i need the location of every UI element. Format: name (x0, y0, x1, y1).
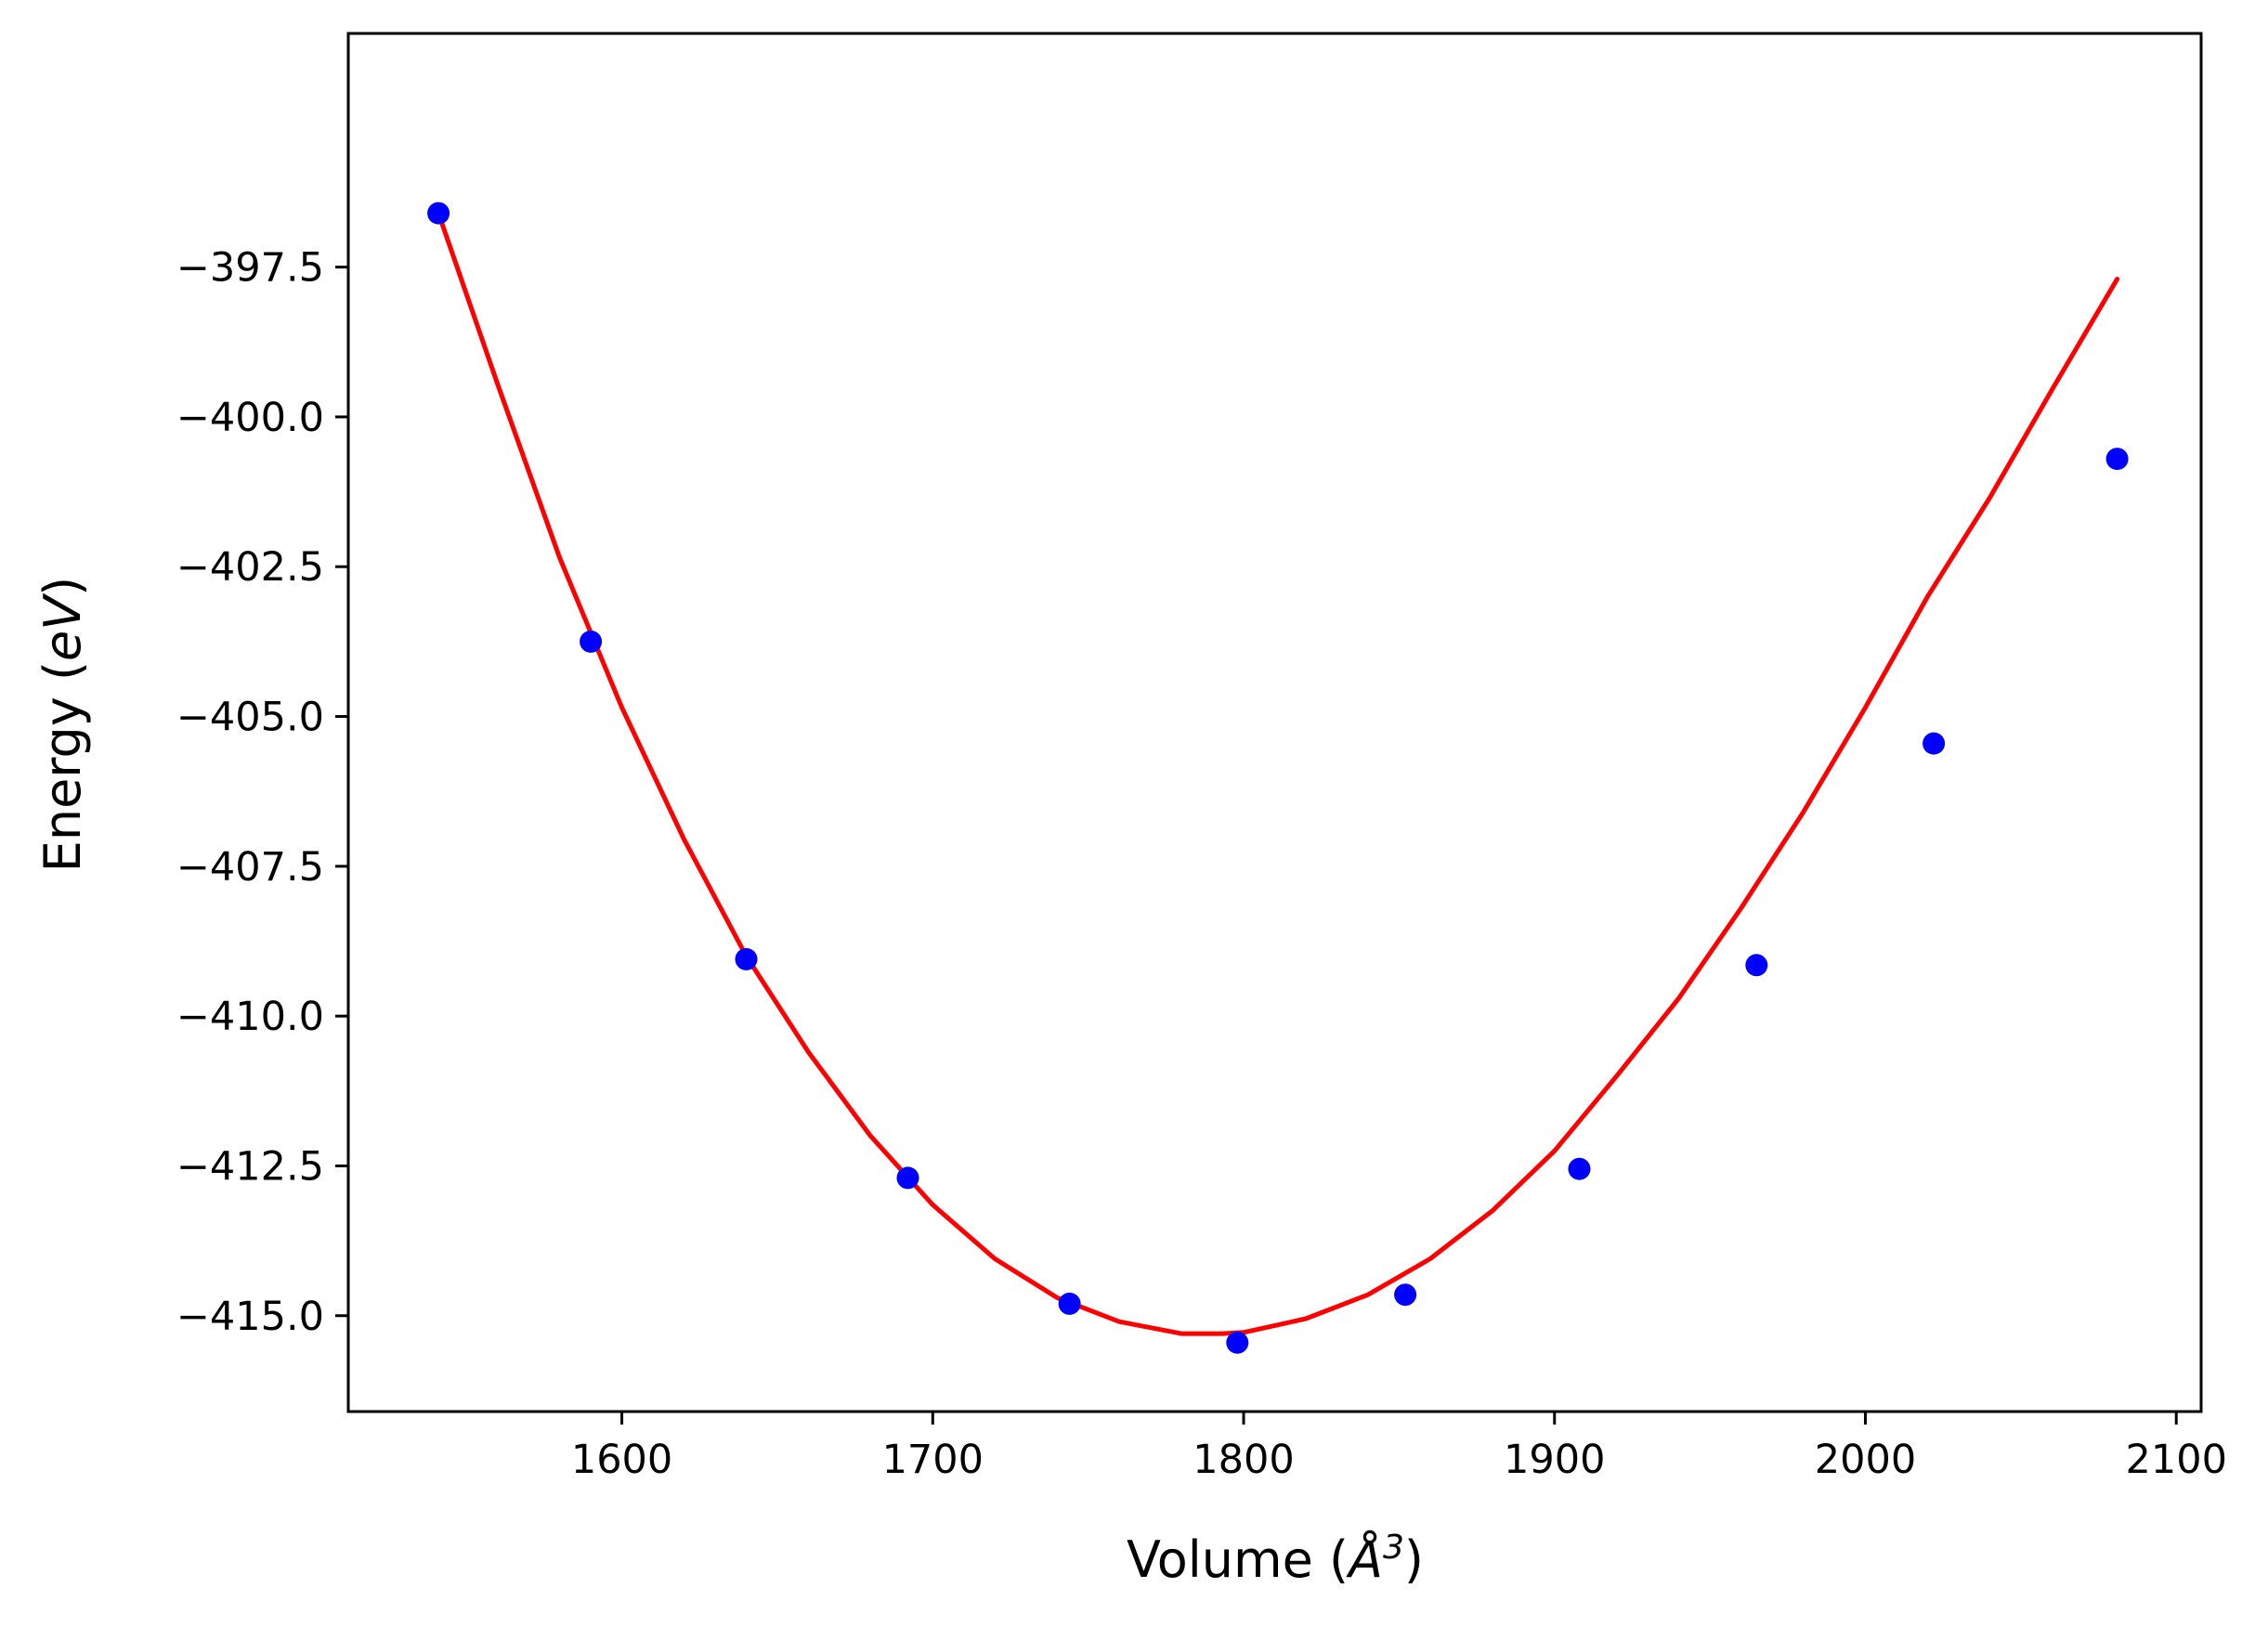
y-tick-label: −412.5 (176, 1143, 324, 1190)
x-axis-ticks: 1600 1700 1800 1900 2000 2100 (571, 1412, 2227, 1483)
y-tick-label: −402.5 (176, 544, 324, 591)
y-tick-label: −397.5 (176, 245, 324, 292)
data-point (896, 1166, 919, 1190)
fit-curve-line (436, 211, 2120, 1336)
x-axis-label: Volume (Å3) (1127, 1529, 1424, 1589)
y-axis-label-close: ) (33, 577, 92, 596)
data-point (1058, 1292, 1081, 1315)
x-tick-label: 2000 (1815, 1437, 1916, 1483)
y-tick-label: −410.0 (176, 994, 324, 1040)
y-tick-label: −400.0 (176, 395, 324, 441)
data-point (427, 202, 450, 225)
fit-curve-layer (436, 211, 2120, 1336)
x-tick-label: 1600 (571, 1437, 672, 1483)
data-point (1226, 1331, 1249, 1354)
x-tick-label: 1700 (882, 1437, 984, 1483)
x-axis-label-exponent: 3 (1383, 1529, 1404, 1567)
data-point (1745, 954, 1768, 977)
y-axis-ticks: −397.5 −400.0 −402.5 −405.0 −407.5 −410.0 −412… (176, 245, 348, 1340)
y-tick-label: −405.0 (176, 695, 324, 741)
data-points-layer (427, 202, 2129, 1354)
data-point (735, 947, 758, 970)
data-point (580, 630, 603, 653)
y-axis-label-text: Energy ( (33, 661, 92, 872)
x-tick-label: 2100 (2126, 1437, 2227, 1483)
x-tick-label: 1800 (1193, 1437, 1294, 1483)
y-tick-label: −415.0 (176, 1294, 324, 1340)
y-tick-label: −407.5 (176, 844, 324, 891)
plot-frame (346, 32, 2203, 1413)
data-point (1923, 732, 1946, 755)
data-point (1568, 1157, 1591, 1180)
x-tick-label: 1900 (1504, 1437, 1605, 1483)
x-axis-label-text: Volume ( (1127, 1530, 1349, 1589)
data-point (2105, 448, 2129, 471)
data-point (1394, 1283, 1417, 1307)
y-axis-label-unit: eV (33, 592, 92, 661)
x-axis-label-close: ) (1404, 1530, 1424, 1589)
x-axis-label-unit: Å (1346, 1529, 1383, 1589)
y-axis-label: Energy (eV) (33, 577, 92, 873)
